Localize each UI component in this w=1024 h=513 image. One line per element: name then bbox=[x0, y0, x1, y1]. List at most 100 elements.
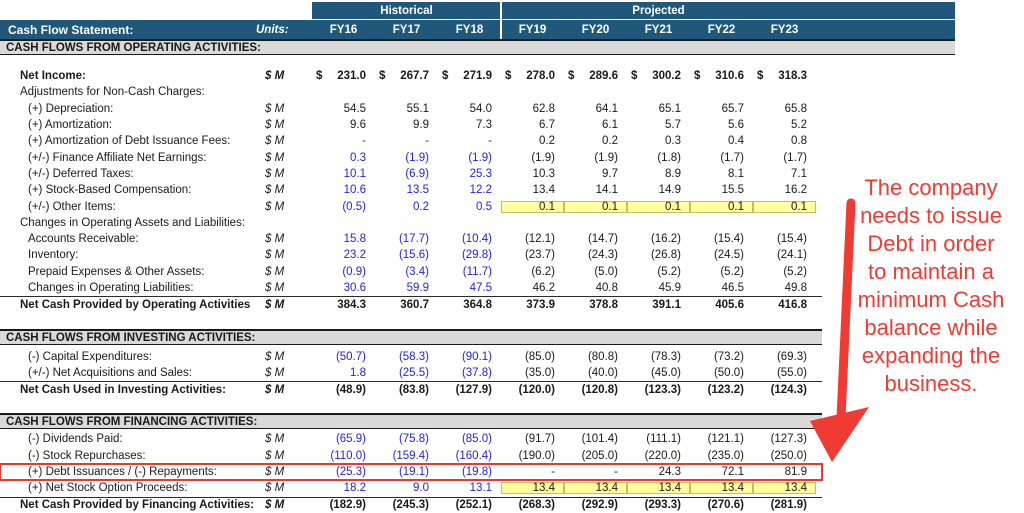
row-label[interactable]: (+/-) Finance Affiliate Net Earnings: bbox=[28, 151, 207, 164]
cell-fy20[interactable]: 13.4 bbox=[564, 482, 627, 495]
cell-fy16[interactable]: 10.6 bbox=[343, 184, 366, 197]
cell-fy19[interactable]: 62.8 bbox=[532, 102, 555, 115]
cell-fy16[interactable]: 1.8 bbox=[350, 366, 366, 379]
row-label[interactable]: Adjustments for Non-Cash Charges: bbox=[20, 86, 205, 99]
cell-fy23[interactable]: (124.3) bbox=[770, 383, 807, 396]
cell-fy20[interactable]: (5.0) bbox=[594, 265, 618, 278]
cell-fy22[interactable]: 0.1 bbox=[690, 200, 753, 213]
cell-fy20[interactable]: 14.1 bbox=[595, 184, 618, 197]
cell-fy16[interactable]: $231.0 bbox=[312, 70, 375, 82]
cell-fy19[interactable]: (268.3) bbox=[518, 499, 555, 512]
cell-fy23[interactable]: 5.2 bbox=[791, 119, 807, 132]
cell-fy18[interactable]: 0.5 bbox=[476, 200, 492, 213]
cell-fy19[interactable]: 46.2 bbox=[532, 282, 555, 294]
column-header-fy22[interactable]: FY22 bbox=[707, 23, 736, 36]
units-cell[interactable]: $ M bbox=[265, 282, 285, 294]
cell-fy22[interactable]: (5.2) bbox=[720, 265, 744, 278]
row-label[interactable]: Prepaid Expenses & Other Assets: bbox=[28, 265, 205, 278]
cell-fy20[interactable]: (101.4) bbox=[581, 433, 618, 446]
cell-fy16[interactable]: 15.8 bbox=[343, 233, 366, 246]
row-label[interactable]: (+/-) Deferred Taxes: bbox=[28, 167, 134, 180]
cell-fy22[interactable]: (73.2) bbox=[713, 350, 744, 363]
cell-fy20[interactable]: (1.9) bbox=[594, 151, 618, 164]
units-cell[interactable]: $ M bbox=[265, 167, 285, 180]
row-label[interactable]: CASH FLOWS FROM OPERATING ACTIVITIES: bbox=[6, 41, 261, 54]
cell-fy16[interactable]: (25.3) bbox=[335, 466, 366, 479]
cell-fy21[interactable]: 24.3 bbox=[658, 466, 681, 479]
cell-fy17[interactable]: 0.2 bbox=[413, 200, 429, 213]
cell-fy19[interactable]: (6.2) bbox=[531, 265, 555, 278]
cell-fy22[interactable]: 405.6 bbox=[715, 298, 744, 311]
cell-fy21[interactable]: (16.2) bbox=[650, 233, 681, 246]
cell-fy23[interactable]: 416.8 bbox=[778, 298, 807, 311]
units-cell[interactable]: $ M bbox=[265, 449, 285, 462]
cell-fy17[interactable]: (15.6) bbox=[398, 249, 429, 262]
cell-fy21[interactable]: (220.0) bbox=[644, 449, 681, 462]
cell-fy16[interactable]: 0.3 bbox=[350, 151, 366, 164]
units-cell[interactable]: $ M bbox=[265, 433, 285, 446]
row-label[interactable]: Net Income: bbox=[20, 70, 86, 83]
cell-fy18[interactable]: 13.1 bbox=[469, 482, 492, 495]
cell-fy16[interactable]: 9.6 bbox=[350, 119, 366, 132]
cell-fy23[interactable]: 0.8 bbox=[791, 135, 807, 148]
cell-fy20[interactable]: (80.8) bbox=[587, 350, 618, 363]
cell-fy22[interactable]: (15.4) bbox=[713, 233, 744, 246]
cell-fy23[interactable]: (250.0) bbox=[770, 449, 807, 462]
cell-fy20[interactable]: 9.7 bbox=[602, 167, 618, 180]
column-header-fy17[interactable]: FY17 bbox=[392, 23, 421, 36]
cell-fy16[interactable]: (110.0) bbox=[330, 449, 366, 462]
cell-fy16[interactable]: (0.9) bbox=[342, 265, 366, 278]
cell-fy17[interactable]: (6.9) bbox=[405, 167, 429, 180]
cell-fy21[interactable]: (293.3) bbox=[644, 499, 681, 512]
cell-fy23[interactable]: 49.8 bbox=[784, 282, 807, 294]
cell-fy18[interactable]: (127.9) bbox=[455, 383, 492, 396]
cell-fy21[interactable]: (5.2) bbox=[657, 265, 681, 278]
cell-fy19[interactable]: 6.7 bbox=[539, 119, 555, 132]
cell-fy20[interactable]: 0.1 bbox=[564, 200, 627, 213]
cell-fy16[interactable]: 30.6 bbox=[343, 282, 366, 294]
cell-fy22[interactable]: 5.6 bbox=[728, 119, 744, 132]
units-cell[interactable]: $ M bbox=[265, 366, 285, 379]
cell-fy22[interactable]: 15.5 bbox=[721, 184, 744, 197]
row-label[interactable]: CASH FLOWS FROM INVESTING ACTIVITIES: bbox=[6, 331, 256, 344]
cell-fy21[interactable]: (1.8) bbox=[657, 151, 681, 164]
units-cell[interactable]: $ M bbox=[265, 135, 285, 148]
cell-fy16[interactable]: - bbox=[362, 135, 366, 148]
cell-fy17[interactable]: (17.7) bbox=[398, 233, 429, 246]
cell-fy21[interactable]: (123.3) bbox=[644, 383, 681, 396]
row-label[interactable]: Accounts Receivable: bbox=[28, 233, 139, 246]
cell-fy22[interactable]: (235.0) bbox=[707, 449, 744, 462]
units-cell[interactable]: $ M bbox=[265, 383, 285, 396]
cell-fy22[interactable]: 8.1 bbox=[728, 167, 744, 180]
cell-fy20[interactable]: 64.1 bbox=[595, 102, 618, 115]
cell-fy17[interactable]: (159.4) bbox=[392, 449, 429, 462]
cell-fy17[interactable]: (25.5) bbox=[398, 366, 429, 379]
cell-fy22[interactable]: 65.7 bbox=[721, 102, 744, 115]
cell-fy18[interactable]: 7.3 bbox=[476, 119, 492, 132]
cell-fy17[interactable]: (58.3) bbox=[398, 350, 429, 363]
row-label[interactable]: (-) Dividends Paid: bbox=[28, 433, 123, 446]
units-cell[interactable]: $ M bbox=[265, 233, 285, 246]
cell-fy20[interactable]: (40.0) bbox=[587, 366, 618, 379]
cell-fy22[interactable]: 46.5 bbox=[721, 282, 744, 294]
cell-fy16[interactable]: (0.5) bbox=[342, 200, 366, 213]
cell-fy19[interactable]: 0.2 bbox=[539, 135, 555, 148]
cell-fy16[interactable]: 54.5 bbox=[343, 102, 366, 115]
units-cell[interactable]: $ M bbox=[265, 482, 285, 495]
cell-fy19[interactable]: (91.7) bbox=[524, 433, 555, 446]
cell-fy18[interactable]: 47.5 bbox=[469, 282, 492, 294]
cell-fy23[interactable]: (24.1) bbox=[776, 249, 807, 262]
row-label[interactable]: Net Cash Provided by Operating Activitie… bbox=[20, 298, 251, 311]
cell-fy23[interactable]: (5.2) bbox=[783, 265, 807, 278]
cell-fy23[interactable]: (1.7) bbox=[783, 151, 807, 164]
cell-fy22[interactable]: 0.4 bbox=[728, 135, 744, 148]
group-header-historical[interactable]: Historical bbox=[312, 2, 501, 20]
cell-fy17[interactable]: 9.0 bbox=[413, 482, 429, 495]
cell-fy19[interactable]: 13.4 bbox=[501, 482, 564, 495]
column-header-fy20[interactable]: FY20 bbox=[581, 23, 610, 36]
cell-fy18[interactable]: (90.1) bbox=[461, 350, 492, 363]
cell-fy17[interactable]: 55.1 bbox=[406, 102, 429, 115]
cell-fy16[interactable]: (182.9) bbox=[329, 499, 366, 512]
cell-fy23[interactable]: 13.4 bbox=[753, 482, 816, 495]
cell-fy22[interactable]: $310.6 bbox=[690, 70, 753, 82]
